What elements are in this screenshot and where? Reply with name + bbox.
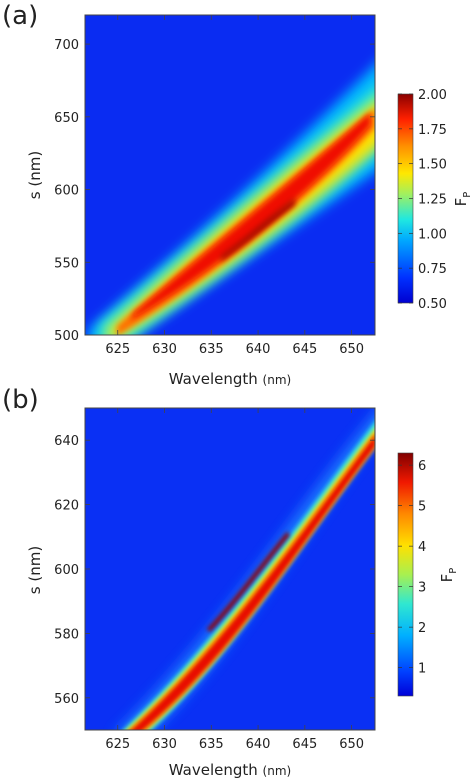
x-tick-label: 630 [152, 342, 177, 357]
colorbar-b [397, 452, 414, 697]
x-tick-label: 630 [152, 737, 177, 752]
x-tick-label: 640 [246, 737, 271, 752]
axes-a: 625 630 635 640 645 650 500 550 600 650 700 [54, 15, 375, 357]
y-tick-label: 700 [54, 38, 79, 53]
colorbar-tick-label: 2.00 [418, 88, 447, 103]
colorbar-tick-label: 2 [418, 621, 426, 636]
heatmap-b [85, 408, 375, 730]
colorbar-tick-label: 1 [418, 662, 426, 677]
x-tick-label: 635 [199, 737, 224, 752]
colorbar-tick-label: 0.50 [418, 297, 447, 312]
y-axis-label-b: s (nm) [26, 546, 44, 594]
y-tick-label: 650 [54, 111, 79, 126]
x-tick-label: 640 [246, 342, 271, 357]
x-tick-label: 650 [339, 342, 364, 357]
x-tick-label: 645 [292, 737, 317, 752]
colorbar-tick-label: 4 [418, 540, 426, 555]
heatmap-a-band-cyan [100, 88, 375, 335]
x-tick-label: 635 [199, 342, 224, 357]
colorbar-tick-label: 1.00 [418, 227, 447, 242]
colorbar-tick-label: 1.50 [418, 158, 447, 173]
axes-b: 625 630 635 640 645 650 560 580 600 620 640 [54, 408, 375, 752]
x-tick-label: 625 [105, 342, 130, 357]
heatmap-a [85, 15, 375, 335]
x-axis-label-a: Wavelength (nm) [169, 370, 291, 388]
colorbar-tick-label: 0.75 [418, 262, 447, 277]
y-tick-label: 600 [54, 184, 79, 199]
panel-a: (a) 625 630 635 640 645 650 500 550 600 650 700 0.… [2, 1, 473, 388]
heatmap-b-band-core [207, 532, 290, 632]
x-axis-label-b: Wavelength (nm) [169, 761, 291, 779]
x-tick-label: 645 [292, 342, 317, 357]
x-tick-label: 625 [105, 737, 130, 752]
y-tick-label: 620 [54, 499, 79, 514]
colorbar-a-label: FP [452, 192, 473, 207]
colorbar-b-ticks: 1 2 3 4 5 6 [398, 459, 426, 677]
colorbar-a-ticks: 0.50 0.75 1.00 1.25 1.50 1.75 2.00 [398, 88, 447, 312]
colorbar-tick-label: 6 [418, 459, 426, 474]
heatmap-b-background [85, 408, 375, 730]
y-axis-label-a: s (nm) [26, 151, 44, 199]
colorbar-tick-label: 3 [418, 581, 426, 596]
y-tick-label: 550 [54, 256, 79, 271]
y-tick-label: 580 [54, 627, 79, 642]
y-tick-label: 500 [54, 329, 79, 344]
colorbar-tick-label: 1.25 [418, 193, 447, 208]
y-tick-label: 640 [54, 434, 79, 449]
frame-a [84, 14, 376, 336]
heatmap-a-band-core [220, 198, 295, 262]
colorbar-tick-label: 1.75 [418, 123, 447, 138]
panel-a-label: (a) [2, 1, 38, 31]
colorbar-b-label: FP [438, 568, 459, 583]
y-tick-label: 560 [54, 692, 79, 707]
y-tick-label: 600 [54, 563, 79, 578]
heatmap-a-band-red [130, 113, 370, 320]
x-tick-label: 650 [339, 737, 364, 752]
colorbar-tick-label: 5 [418, 500, 426, 515]
panel-b-label: (b) [2, 385, 39, 415]
